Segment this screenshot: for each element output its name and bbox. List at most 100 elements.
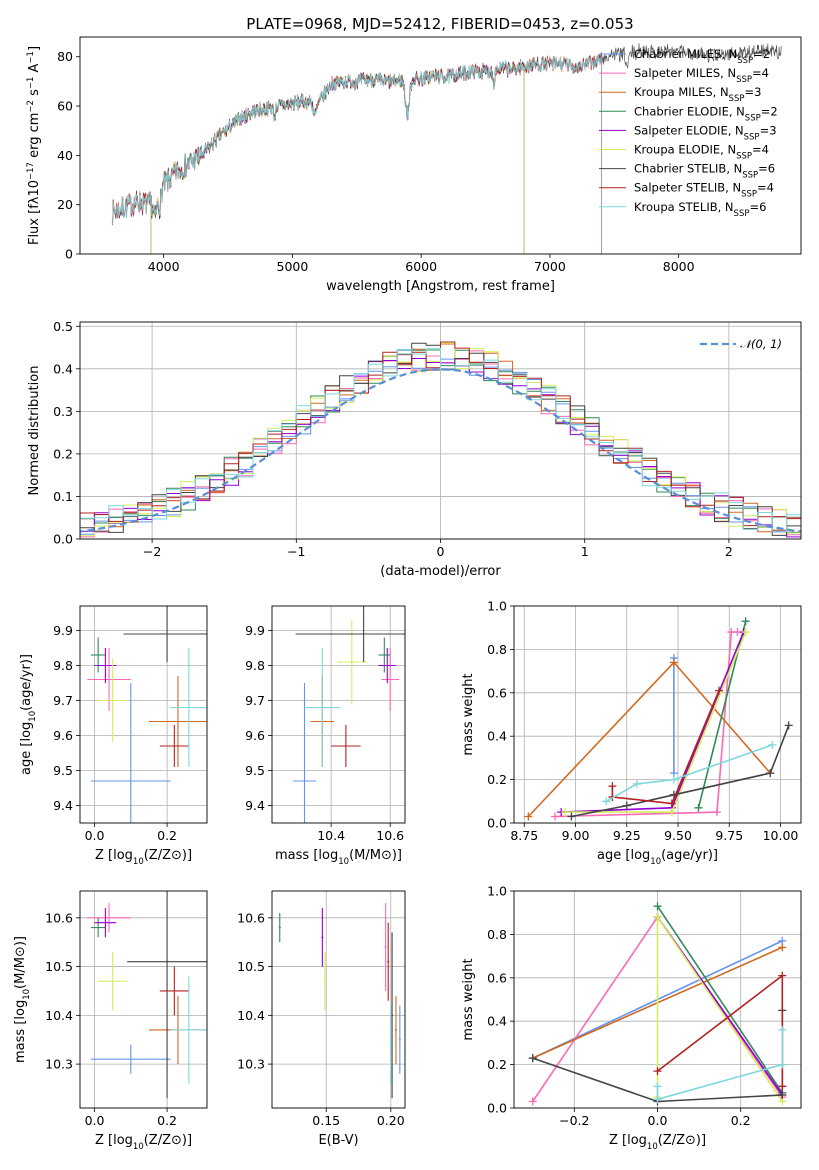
weight-vs-age-panel: 8.75 9.00 9.25 9.50 9.75 10.00 0.0 0.2 0.4 0.6 0.8… bbox=[461, 599, 802, 867]
spectrum-xtick-label: 6000 bbox=[405, 259, 437, 274]
normal-curve bbox=[80, 368, 801, 533]
weight-vs-Z-marker bbox=[653, 913, 662, 922]
spectrum-ytick-label: 20 bbox=[57, 197, 73, 212]
spectrum-xtick-label: 4000 bbox=[148, 259, 180, 274]
age-vs-mass-point-chabrier-stelib bbox=[295, 606, 405, 662]
weight-vs-age-marker bbox=[694, 803, 703, 812]
weight-vs-age-marker bbox=[567, 812, 576, 821]
age-vs-mass-xtick-label: 10.4 bbox=[317, 828, 345, 843]
weight-vs-Z-marker bbox=[778, 1025, 787, 1034]
spectrum-xlabel: wavelength [Angstrom, rest frame] bbox=[326, 279, 555, 294]
weight-vs-Z-series-chabrier-elodie bbox=[653, 902, 787, 1097]
weight-vs-age-series-salpeter-stelib bbox=[608, 686, 723, 808]
weight-vs-Z-plot-area bbox=[528, 902, 787, 1106]
weight-vs-age-marker bbox=[741, 628, 750, 637]
mass-vs-ebv-point-chabrier-elodie bbox=[278, 912, 281, 943]
weight-vs-Z-ytick-label: 0.0 bbox=[487, 1101, 507, 1116]
weight-vs-Z-ytick-label: 0.6 bbox=[487, 970, 507, 985]
weight-vs-age-marker bbox=[667, 799, 676, 808]
mass-vs-Z-point-salpeter-miles bbox=[87, 903, 131, 933]
mass-vs-Z-xlabel: Z [log10(Z/Z⊙)] bbox=[95, 1133, 192, 1152]
mass-vs-Z-ytick-label: 10.3 bbox=[45, 1057, 73, 1072]
weight-vs-age-marker bbox=[768, 740, 777, 749]
spectrum-line-kroupa-stelib bbox=[111, 54, 602, 254]
weight-vs-Z-frame bbox=[513, 890, 802, 1109]
mass-vs-ebv-xlabel: E(B-V) bbox=[318, 1133, 358, 1148]
weight-vs-age-marker bbox=[602, 797, 611, 806]
mass-vs-Z-frame bbox=[79, 890, 208, 1109]
weight-vs-age-marker bbox=[741, 617, 750, 626]
residuals-xtick-label: 2 bbox=[725, 544, 733, 559]
mass-vs-Z-point-kroupa-elodie bbox=[98, 951, 128, 1011]
weight-vs-age-series-chabrier-elodie bbox=[694, 617, 750, 812]
spectrum-xtick-label: 7000 bbox=[534, 259, 566, 274]
weight-vs-Z-line bbox=[656, 1029, 784, 1101]
weight-vs-age-marker bbox=[561, 808, 570, 817]
age-vs-mass-point-salpeter-stelib bbox=[331, 725, 361, 767]
weight-vs-Z-marker bbox=[778, 1082, 787, 1091]
legend-entry-kroupa-miles: Kroupa MILES, NSSP=3 bbox=[634, 85, 761, 104]
weight-vs-Z-marker bbox=[653, 902, 662, 911]
residuals-ylabel: Normed distribution bbox=[27, 366, 42, 496]
legend-entry-kroupa-stelib: Kroupa STELIB, NSSP=6 bbox=[634, 200, 766, 219]
weight-vs-Z-xtick-label: 0.2 bbox=[731, 1113, 751, 1128]
mass-vs-ebv-ytick-label: 10.3 bbox=[237, 1057, 265, 1072]
legend-entry-salpeter-elodie: Salpeter ELODIE, NSSP=3 bbox=[634, 123, 777, 142]
spectrum-ytick-label: 80 bbox=[57, 49, 73, 64]
residuals-ytick-label: 0.1 bbox=[53, 489, 73, 504]
weight-vs-Z-series-kroupa-stelib bbox=[653, 1025, 787, 1104]
weight-vs-age-marker bbox=[669, 658, 678, 667]
legend-entry-salpeter-miles: Salpeter MILES, NSSP=4 bbox=[634, 66, 769, 85]
mass-vs-ebv-ytick-label: 10.4 bbox=[237, 1008, 265, 1023]
age-vs-Z-point-kroupa-miles bbox=[148, 676, 207, 767]
age-vs-mass-point-chabrier-elodie bbox=[378, 637, 391, 673]
weight-vs-age-xtick-label: 10.00 bbox=[763, 828, 799, 843]
weight-vs-Z-panel: −0.2 0.0 0.2 0.0 0.2 0.4 0.6 0.8 1.0 Z [log10(Z/Z… bbox=[461, 884, 802, 1152]
mass-vs-ebv-ytick-label: 10.5 bbox=[237, 959, 265, 974]
age-vs-Z-ylabel: age [log10(age/yr)] bbox=[19, 654, 38, 775]
mass-vs-ebv-axes: 0.15 0.20 10.3 10.4 10.5 10.6 E(B-V) bbox=[237, 890, 406, 1148]
weight-vs-Z-axes: −0.2 0.0 0.2 0.0 0.2 0.4 0.6 0.8 1.0 Z [log10(Z/Z… bbox=[461, 884, 802, 1152]
weight-vs-Z-marker bbox=[653, 1095, 662, 1104]
weight-vs-age-frame bbox=[513, 605, 802, 824]
mass-vs-Z-point-chabrier-stelib bbox=[127, 891, 207, 1099]
age-vs-mass-ytick-label: 9.8 bbox=[245, 658, 265, 673]
weight-vs-age-marker bbox=[524, 812, 533, 821]
weight-vs-Z-ytick-label: 0.2 bbox=[487, 1057, 507, 1072]
weight-vs-age-plot-area bbox=[524, 617, 793, 821]
weight-vs-age-xtick-label: 9.00 bbox=[562, 828, 590, 843]
age-vs-Z-grid bbox=[80, 606, 207, 823]
age-vs-mass-point-kroupa-stelib bbox=[304, 648, 340, 767]
age-vs-mass-point-salpeter-miles bbox=[381, 648, 400, 711]
mass-vs-ebv-frame bbox=[271, 890, 406, 1109]
age-vs-mass-point-kroupa-elodie bbox=[337, 620, 367, 704]
mass-vs-ebv-panel: 0.15 0.20 10.3 10.4 10.5 10.6 E(B-V) bbox=[237, 890, 406, 1148]
mass-vs-ebv-point-kroupa-miles bbox=[394, 995, 397, 1065]
weight-vs-age-ytick-label: 0.2 bbox=[487, 772, 507, 787]
age-vs-Z-panel: 0.0 0.2 9.4 9.5 9.6 9.7 9.8 9.9 Z [log10(Z/Z⊙)] a… bbox=[19, 605, 208, 867]
age-vs-mass-grid bbox=[272, 606, 405, 823]
mass-vs-Z-ytick-label: 10.6 bbox=[45, 910, 73, 925]
mass-vs-ebv-point-salpeter-stelib bbox=[387, 922, 390, 1001]
mass-vs-ebv-grid bbox=[272, 891, 405, 1108]
age-vs-mass-axes: 10.4 10.6 9.4 9.5 9.6 9.7 9.8 9.9 mass [log10(M/… bbox=[245, 605, 406, 867]
weight-vs-age-ylabel: mass weight bbox=[461, 673, 476, 755]
weight-vs-age-marker bbox=[784, 721, 793, 730]
age-vs-Z-ytick-label: 9.6 bbox=[53, 728, 73, 743]
weight-vs-Z-xtick-label: −0.2 bbox=[559, 1113, 589, 1128]
weight-vs-Z-xlabel: Z [log10(Z/Z⊙)] bbox=[609, 1133, 706, 1152]
residuals-xtick-label: 0 bbox=[437, 544, 445, 559]
figure-title: PLATE=0968, MJD=52412, FIBERID=0453, z=0… bbox=[246, 15, 633, 33]
residuals-ytick-label: 0.5 bbox=[53, 319, 73, 334]
weight-vs-age-series-chabrier-miles bbox=[669, 654, 678, 778]
weight-vs-Z-series-kroupa-elodie bbox=[653, 913, 787, 1106]
mass-vs-ebv-point-chabrier-stelib bbox=[391, 932, 394, 1099]
weight-vs-age-ytick-label: 0.0 bbox=[487, 816, 507, 831]
residuals-xtick-label: −2 bbox=[143, 544, 161, 559]
weight-vs-age-marker bbox=[669, 775, 678, 784]
mass-vs-Z-point-chabrier-miles bbox=[90, 1044, 171, 1074]
age-vs-mass-xtick-label: 10.6 bbox=[376, 828, 404, 843]
age-vs-mass-frame bbox=[271, 605, 406, 824]
weight-vs-age-series-kroupa-stelib bbox=[602, 740, 777, 806]
